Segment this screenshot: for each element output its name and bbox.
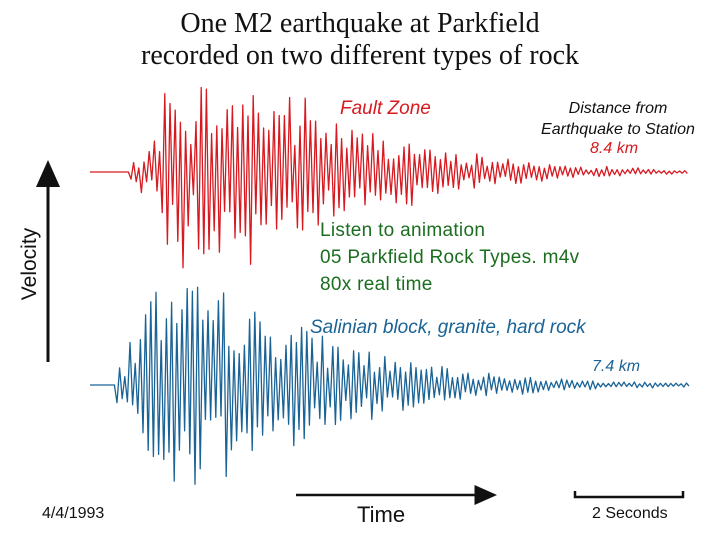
chart-title-line-2: recorded on two different types of rock: [141, 40, 579, 71]
date-label: 4/4/1993: [42, 505, 105, 522]
y-axis-label: Velocity: [18, 227, 41, 301]
trace-fault-zone: [90, 86, 688, 269]
animation-note[interactable]: Listen to animation 05 Parkfield Rock Ty…: [320, 217, 579, 298]
distance-header-line-1: Distance from: [568, 100, 668, 117]
distance-header: Distance from Earthquake to Station: [528, 98, 708, 140]
series-label-fault-zone: Fault Zone: [340, 98, 431, 119]
scale-bar: [573, 491, 685, 499]
distance-fault-zone: 8.4 km: [590, 140, 639, 157]
animation-note-line-2: 05 Parkfield Rock Types. m4v: [320, 247, 580, 268]
series-label-salinian: Salinian block, granite, hard rock: [310, 317, 586, 338]
x-axis-label: Time: [357, 502, 406, 527]
animation-note-line-1: Listen to animation: [320, 220, 486, 241]
trace-salinian: [90, 286, 690, 485]
distance-salinian: 7.4 km: [592, 358, 641, 375]
series-layer: [90, 86, 690, 485]
distance-header-line-2: Earthquake to Station: [541, 121, 695, 138]
chart-title-line-1: One M2 earthquake at Parkfield: [180, 8, 540, 39]
scale-bar-label: 2 Seconds: [592, 505, 668, 522]
chart-title: One M2 earthquake at Parkfield recorded …: [0, 8, 720, 72]
animation-note-line-3: 80x real time: [320, 274, 433, 295]
